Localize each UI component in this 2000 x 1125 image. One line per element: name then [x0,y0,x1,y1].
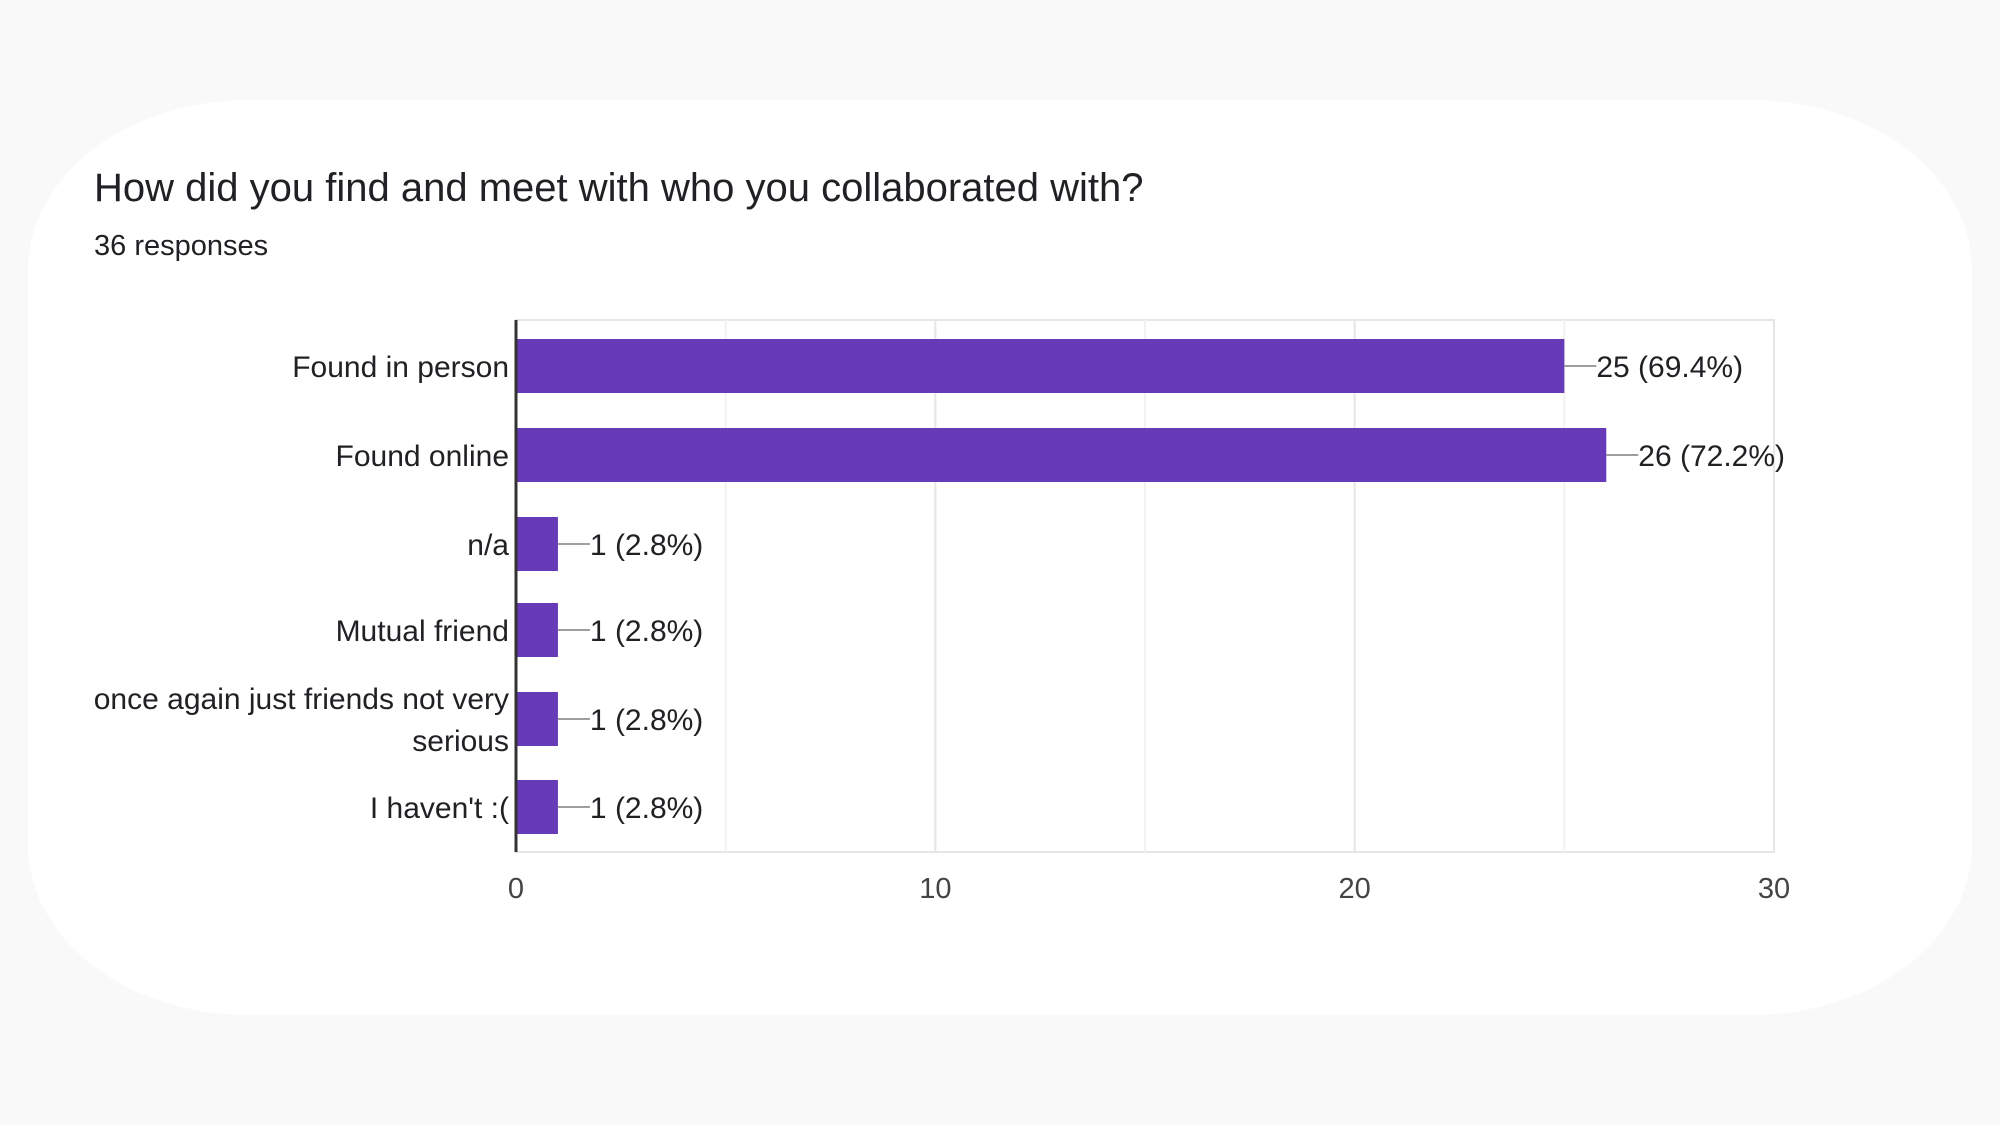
question-title: How did you find and meet with who you c… [94,166,1144,210]
x-tick-label: 10 [919,873,951,905]
bar [516,517,558,571]
chart-card [28,100,1972,1015]
response-count: 36 responses [94,230,269,262]
category-label: Found online [336,440,509,473]
bar [516,780,558,834]
x-tick-label: 20 [1339,873,1371,905]
bar [516,428,1607,482]
bar [516,339,1565,393]
category-label: serious [412,725,509,758]
data-label: 25 (69.4%) [1596,351,1743,384]
data-label: 1 (2.8%) [590,615,703,648]
data-label: 1 (2.8%) [590,704,703,737]
bar [516,692,558,746]
x-tick-label: 0 [508,873,524,905]
category-label: n/a [467,529,509,562]
data-label: 1 (2.8%) [590,529,703,562]
category-label: Mutual friend [336,615,509,648]
category-label: once again just friends not very [94,683,509,716]
data-label: 1 (2.8%) [590,792,703,825]
category-label: I haven't :( [370,792,509,825]
category-label: Found in person [292,351,509,384]
x-tick-label: 30 [1758,873,1790,905]
data-label: 26 (72.2%) [1638,440,1785,473]
bar [516,603,558,657]
